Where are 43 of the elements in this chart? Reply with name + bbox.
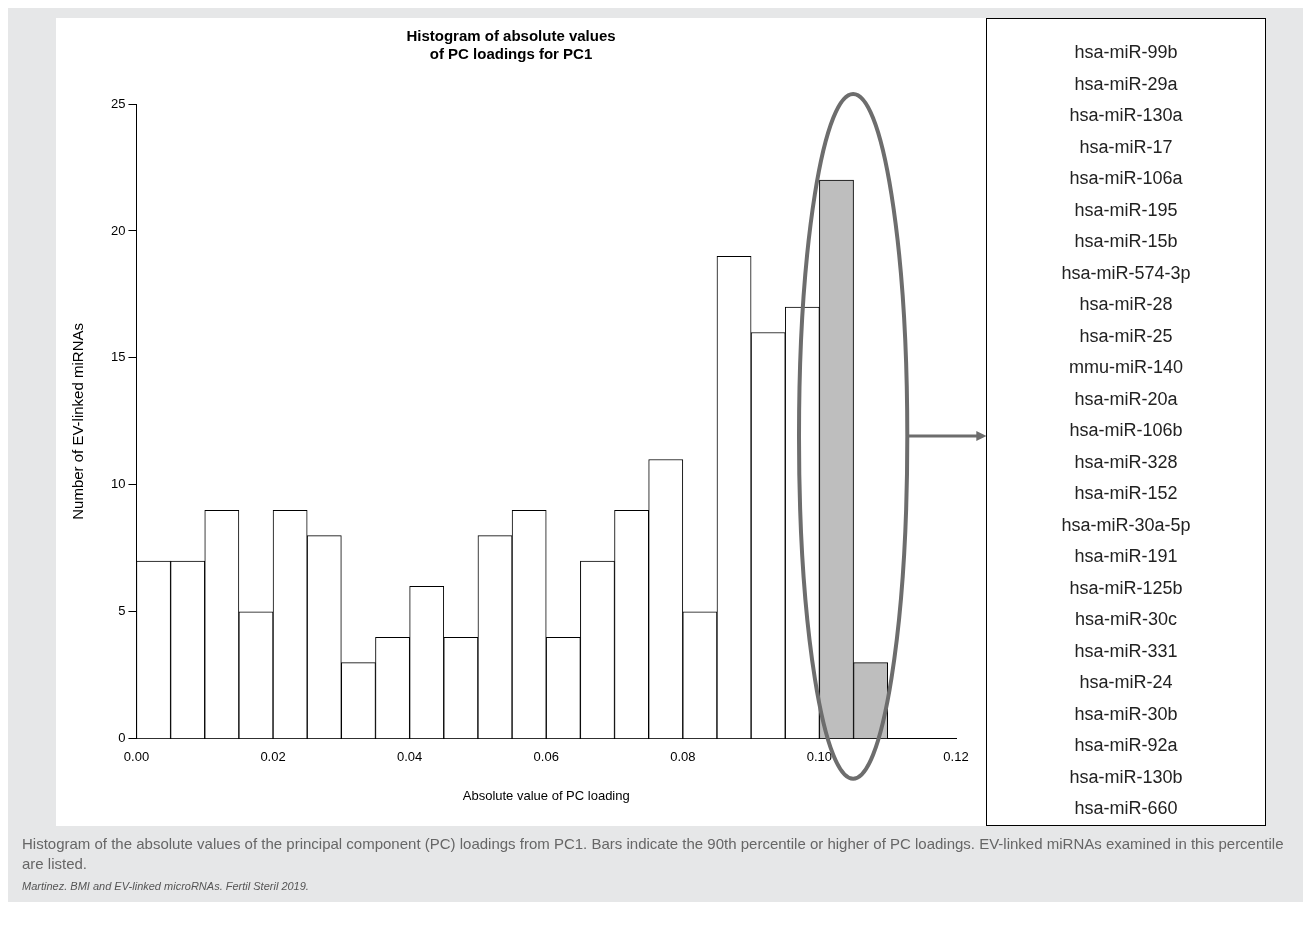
text: hsa-miR-28	[1078, 293, 1174, 316]
text: Martinez. BMI and EV-linked microRNAs. Fertil Steril 2019.	[22, 880, 310, 892]
text: hsa-miR-92a	[1073, 734, 1179, 757]
text: hsa-miR-130a	[1068, 104, 1184, 127]
text: hsa-miR-574-3p	[1060, 261, 1192, 285]
text: hsa-miR-20a	[1073, 387, 1179, 411]
text: hsa-miR-15b	[1073, 230, 1179, 253]
y-tick-label: 20	[110, 222, 126, 238]
y-tick-label: 5	[118, 603, 126, 619]
text: hsa-miR-130b	[1068, 765, 1184, 789]
text: hsa-miR-24	[1078, 671, 1174, 694]
text: hsa-miR-152	[1073, 482, 1179, 505]
x-tick-label: 0.02	[260, 749, 286, 765]
x-tick-label: 0.00	[123, 749, 150, 765]
x-tick-label: 0.04	[396, 749, 423, 765]
x-tick-label: 0.10	[806, 749, 833, 765]
text: mmu-miR-140	[1068, 356, 1184, 379]
x-tick-label: 0.06	[533, 749, 559, 765]
x-axis-title: Absolute value of PC loading	[462, 787, 630, 803]
text: hsa-miR-30a-5p	[1060, 513, 1192, 537]
y-tick-label: 25	[110, 95, 126, 111]
y-tick-label: 0	[118, 730, 126, 746]
y-tick-label: 10	[110, 476, 126, 492]
text: hsa-miR-328	[1073, 450, 1179, 474]
text: hsa-miR-30c	[1074, 608, 1178, 631]
text: hsa-miR-25	[1078, 324, 1174, 348]
text: hsa-miR-17	[1078, 135, 1174, 159]
x-tick-label: 0.12	[943, 749, 969, 765]
chart-title: Histogram of absolute values of PC loadings for PC1	[406, 27, 616, 63]
text: hsa-miR-195	[1073, 198, 1179, 222]
y-tick-label: 15	[110, 349, 126, 365]
text: Histogram of the absolute values of the principal component (PC) loadings from PC1. Bars indicate the 90th percentile or higher of PC loadings. EV-linked miRNAs examined in this percentile are listed.	[22, 834, 1285, 874]
text: hsa-miR-99b	[1073, 41, 1179, 64]
text: hsa-miR-30b	[1073, 702, 1179, 726]
text: hsa-miR-660	[1073, 797, 1179, 820]
x-tick-label: 0.08	[670, 749, 696, 765]
text: hsa-miR-106a	[1068, 167, 1184, 190]
text: hsa-miR-191	[1073, 545, 1179, 568]
y-axis-title: Number of EV-linked miRNAs	[69, 323, 87, 520]
text: hsa-miR-29a	[1073, 72, 1179, 96]
text: hsa-miR-106b	[1068, 419, 1184, 442]
text: hsa-miR-331	[1073, 639, 1179, 663]
text: hsa-miR-125b	[1068, 576, 1184, 600]
